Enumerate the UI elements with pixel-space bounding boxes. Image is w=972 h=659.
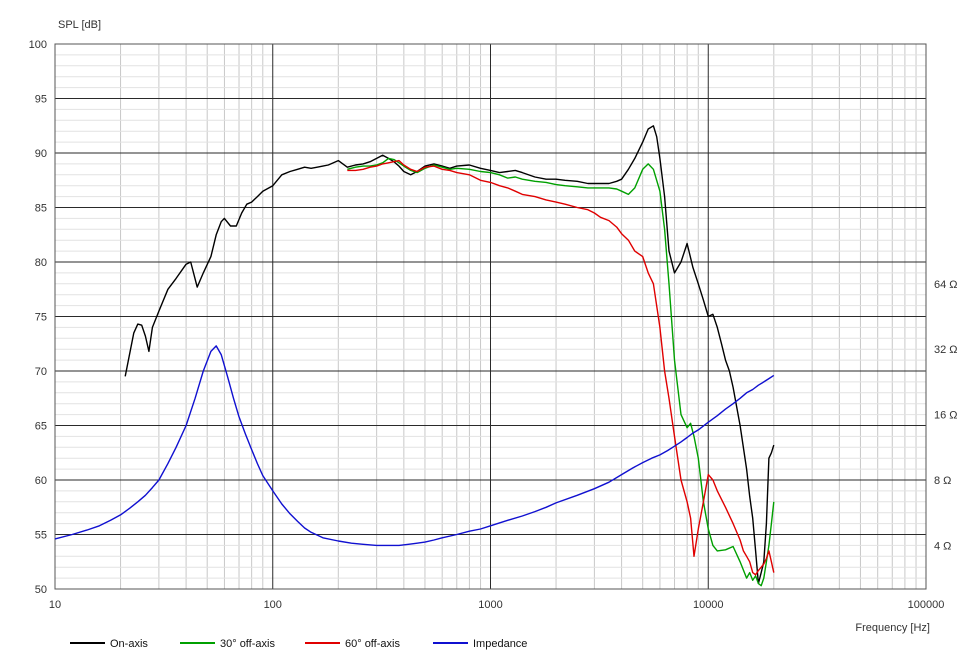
- x-tick-label: 100: [264, 599, 282, 611]
- legend-label: On-axis: [110, 638, 148, 650]
- x-tick-label: 1000: [478, 599, 502, 611]
- y-tick-label: 70: [35, 366, 47, 378]
- y-tick-label: 95: [35, 94, 47, 106]
- impedance-tick-label: 64 Ω: [934, 279, 958, 291]
- series-line-30-off-axis: [347, 157, 775, 587]
- x-tick-label: 10000: [693, 599, 724, 611]
- legend-label: 60° off-axis: [345, 638, 400, 650]
- impedance-tick-label: 32 Ω: [934, 344, 958, 356]
- y-tick-label: 60: [35, 475, 47, 487]
- y-tick-label: 55: [35, 530, 47, 542]
- major-grid: [54, 43, 927, 590]
- series-line-on-axis: [124, 125, 775, 585]
- series-line-60-off-axis: [347, 159, 775, 576]
- impedance-tick-label: 8 Ω: [934, 475, 951, 487]
- y-tick-label: 85: [35, 203, 47, 215]
- y-tick-label: 90: [35, 148, 47, 160]
- x-axis-ticks: 10 100 1000 10000 100000: [49, 599, 944, 611]
- series-line-impedance: [54, 345, 775, 547]
- plot-frame: [54, 43, 927, 590]
- x-tick-label: 10: [49, 599, 61, 611]
- impedance-tick-label: 4 Ω: [934, 540, 951, 552]
- legend-label: Impedance: [473, 638, 527, 650]
- y-tick-label: 65: [35, 421, 47, 433]
- y-axis-ticks: 50 55 60 65 70 75 80 85 90 95 100: [29, 39, 47, 596]
- x-axis-label: Frequency [Hz]: [855, 622, 930, 634]
- y-axis-label: SPL [dB]: [58, 19, 101, 31]
- y-tick-label: 50: [35, 584, 47, 596]
- series-layer: [54, 125, 775, 587]
- legend-label: 30° off-axis: [220, 638, 275, 650]
- y-tick-label: 100: [29, 39, 47, 51]
- legend: On-axis 30° off-axis 60° off-axis Impedance: [70, 638, 527, 650]
- x-tick-label: 100000: [908, 599, 945, 611]
- impedance-axis-ticks: 4 Ω 8 Ω 16 Ω 32 Ω 64 Ω: [934, 279, 958, 553]
- y-tick-label: 80: [35, 257, 47, 269]
- y-tick-label: 75: [35, 312, 47, 324]
- impedance-tick-label: 16 Ω: [934, 410, 958, 422]
